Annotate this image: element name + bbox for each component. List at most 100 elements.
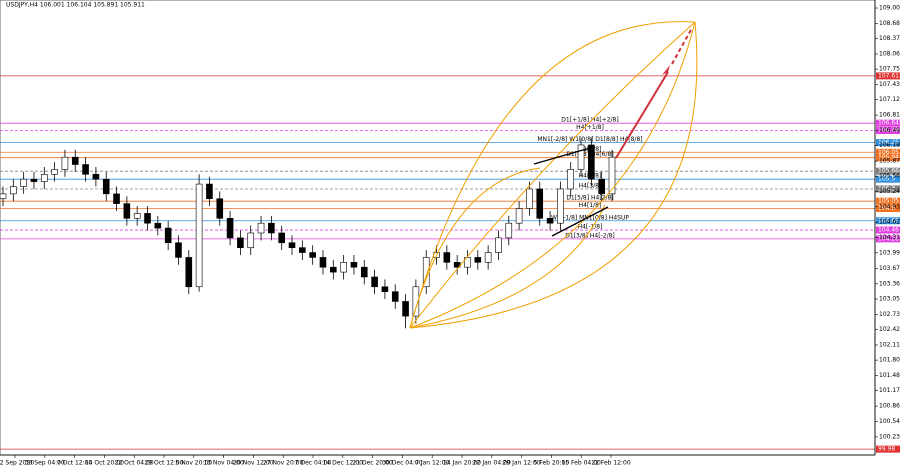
- y-tick-label: 107.750: [879, 66, 900, 73]
- candle-body: [123, 203, 131, 219]
- level-price: 104.9: [878, 205, 895, 212]
- candle-body: [515, 208, 523, 224]
- candle-body: [371, 276, 378, 288]
- level-tag: [876, 127, 900, 135]
- x-tick-label: 14 Jan 20:00: [443, 460, 481, 467]
- candle-body: [350, 262, 358, 268]
- level-price: 105.3: [878, 185, 895, 192]
- candle-body: [133, 213, 141, 219]
- y-tick-label: 100.860: [879, 403, 900, 410]
- candle-body: [30, 178, 38, 182]
- arcs: [409, 21, 698, 329]
- level-price: 106.05: [878, 149, 899, 156]
- candle-body: [577, 144, 585, 170]
- level-price: 105.664: [878, 168, 900, 175]
- candle-body: [216, 198, 224, 219]
- candle-body: [402, 301, 409, 317]
- arc: [409, 204, 606, 329]
- candle-body: [309, 252, 316, 258]
- y-tick-label: 102.425: [879, 326, 900, 333]
- level-price: 99.98: [878, 446, 895, 453]
- y-tick-label: 103.675: [879, 265, 900, 272]
- x-tick-label: 5 Nov 20:00: [175, 460, 212, 467]
- level-price: 107.612: [878, 72, 900, 79]
- candle-body: [567, 169, 575, 190]
- candles: [0, 137, 616, 329]
- x-tick-label: 22 Sep 2020: [0, 460, 34, 467]
- x-tick-label: 27 Nov 20:00: [263, 460, 304, 467]
- candle-body: [40, 173, 48, 182]
- level-label: D1[3/8] H4[-2/8]: [565, 232, 615, 239]
- candle-body: [474, 257, 482, 263]
- y-tick-label: 102.735: [879, 311, 900, 318]
- x-tick-label: 22 Oct 04:00: [115, 460, 154, 467]
- y-tick-label: 107.125: [879, 96, 900, 103]
- candle-body: [10, 186, 17, 195]
- candle-body: [536, 188, 544, 219]
- level-tag: [876, 119, 900, 127]
- candle-body: [598, 178, 605, 195]
- level-price: 104.28: [878, 235, 899, 242]
- level-price: 105.5: [878, 176, 895, 183]
- candle-body: [484, 252, 492, 263]
- candle-body: [20, 178, 27, 187]
- arc: [409, 21, 696, 329]
- level-price: 106.495: [878, 127, 900, 134]
- candle-body: [464, 257, 471, 268]
- y-tick-label: 107.435: [879, 81, 900, 88]
- candle-body: [175, 242, 182, 258]
- candle-body: [195, 183, 203, 288]
- y-tick-label: 104.310: [879, 234, 900, 241]
- level-tag: [876, 235, 900, 243]
- trend-line: [551, 206, 609, 237]
- candle-body: [360, 266, 368, 278]
- level-tag: [876, 185, 900, 193]
- level-label: W1[-1/8] MN1[0/8] H4SUP: [551, 214, 629, 221]
- level-tag: [876, 167, 900, 175]
- candle-body: [526, 188, 533, 209]
- arrow-head: [662, 65, 670, 75]
- level-label: D1[+1/8] H4[+2/8]: [561, 117, 618, 124]
- candle-body: [206, 183, 213, 200]
- x-tick-label: 14 Dec 12:00: [323, 460, 364, 467]
- arc: [409, 21, 696, 329]
- y-tick-label: 104.935: [879, 203, 900, 210]
- level-label: MN1[-2/8] W1[0/8] D1[8/8] H4[8/8]: [537, 136, 642, 143]
- candle-body: [144, 213, 151, 224]
- level-tag: [876, 445, 900, 453]
- level-label: D1[5/8] H4[2/8]: [566, 195, 613, 202]
- candle-body: [268, 222, 275, 234]
- candle-body: [71, 156, 79, 165]
- candle-body: [0, 193, 7, 200]
- candle-body: [381, 286, 389, 292]
- candle-body: [247, 232, 255, 248]
- level-price: 104.65: [878, 217, 899, 224]
- trend-line: [533, 147, 591, 165]
- candle-body: [546, 218, 554, 224]
- x-tick-label: 30 Dec 04:00: [382, 460, 423, 467]
- candle-body: [278, 232, 285, 244]
- y-tick-label: 105.560: [879, 173, 900, 180]
- y-tick-label: 103.360: [879, 280, 900, 287]
- level-price: 106.645: [878, 120, 900, 127]
- level-tag: [876, 205, 900, 213]
- level-tag: [876, 226, 900, 234]
- candle-body: [82, 164, 89, 175]
- candle-body: [92, 173, 100, 180]
- y-tick-label: 108.685: [879, 20, 900, 27]
- level-tag: [876, 148, 900, 156]
- candle-body: [257, 222, 265, 234]
- level-label: H4[1/8]: [579, 202, 602, 209]
- candle-body: [51, 169, 58, 175]
- y-tick-label: 108.060: [879, 50, 900, 57]
- level-label: H4[+1/8]: [576, 124, 604, 131]
- candle-body: [102, 178, 110, 195]
- level-label: H4[3/8]: [579, 182, 602, 189]
- x-tick-label: 7 Oct 12:00: [57, 460, 92, 467]
- level-tag: [876, 175, 900, 183]
- candle-body: [330, 266, 337, 273]
- y-tick-label: 106.185: [879, 142, 900, 149]
- x-tick-label: 21 Dec 20:00: [352, 460, 393, 467]
- x-tick-label: 13 Nov 04:00: [203, 460, 244, 467]
